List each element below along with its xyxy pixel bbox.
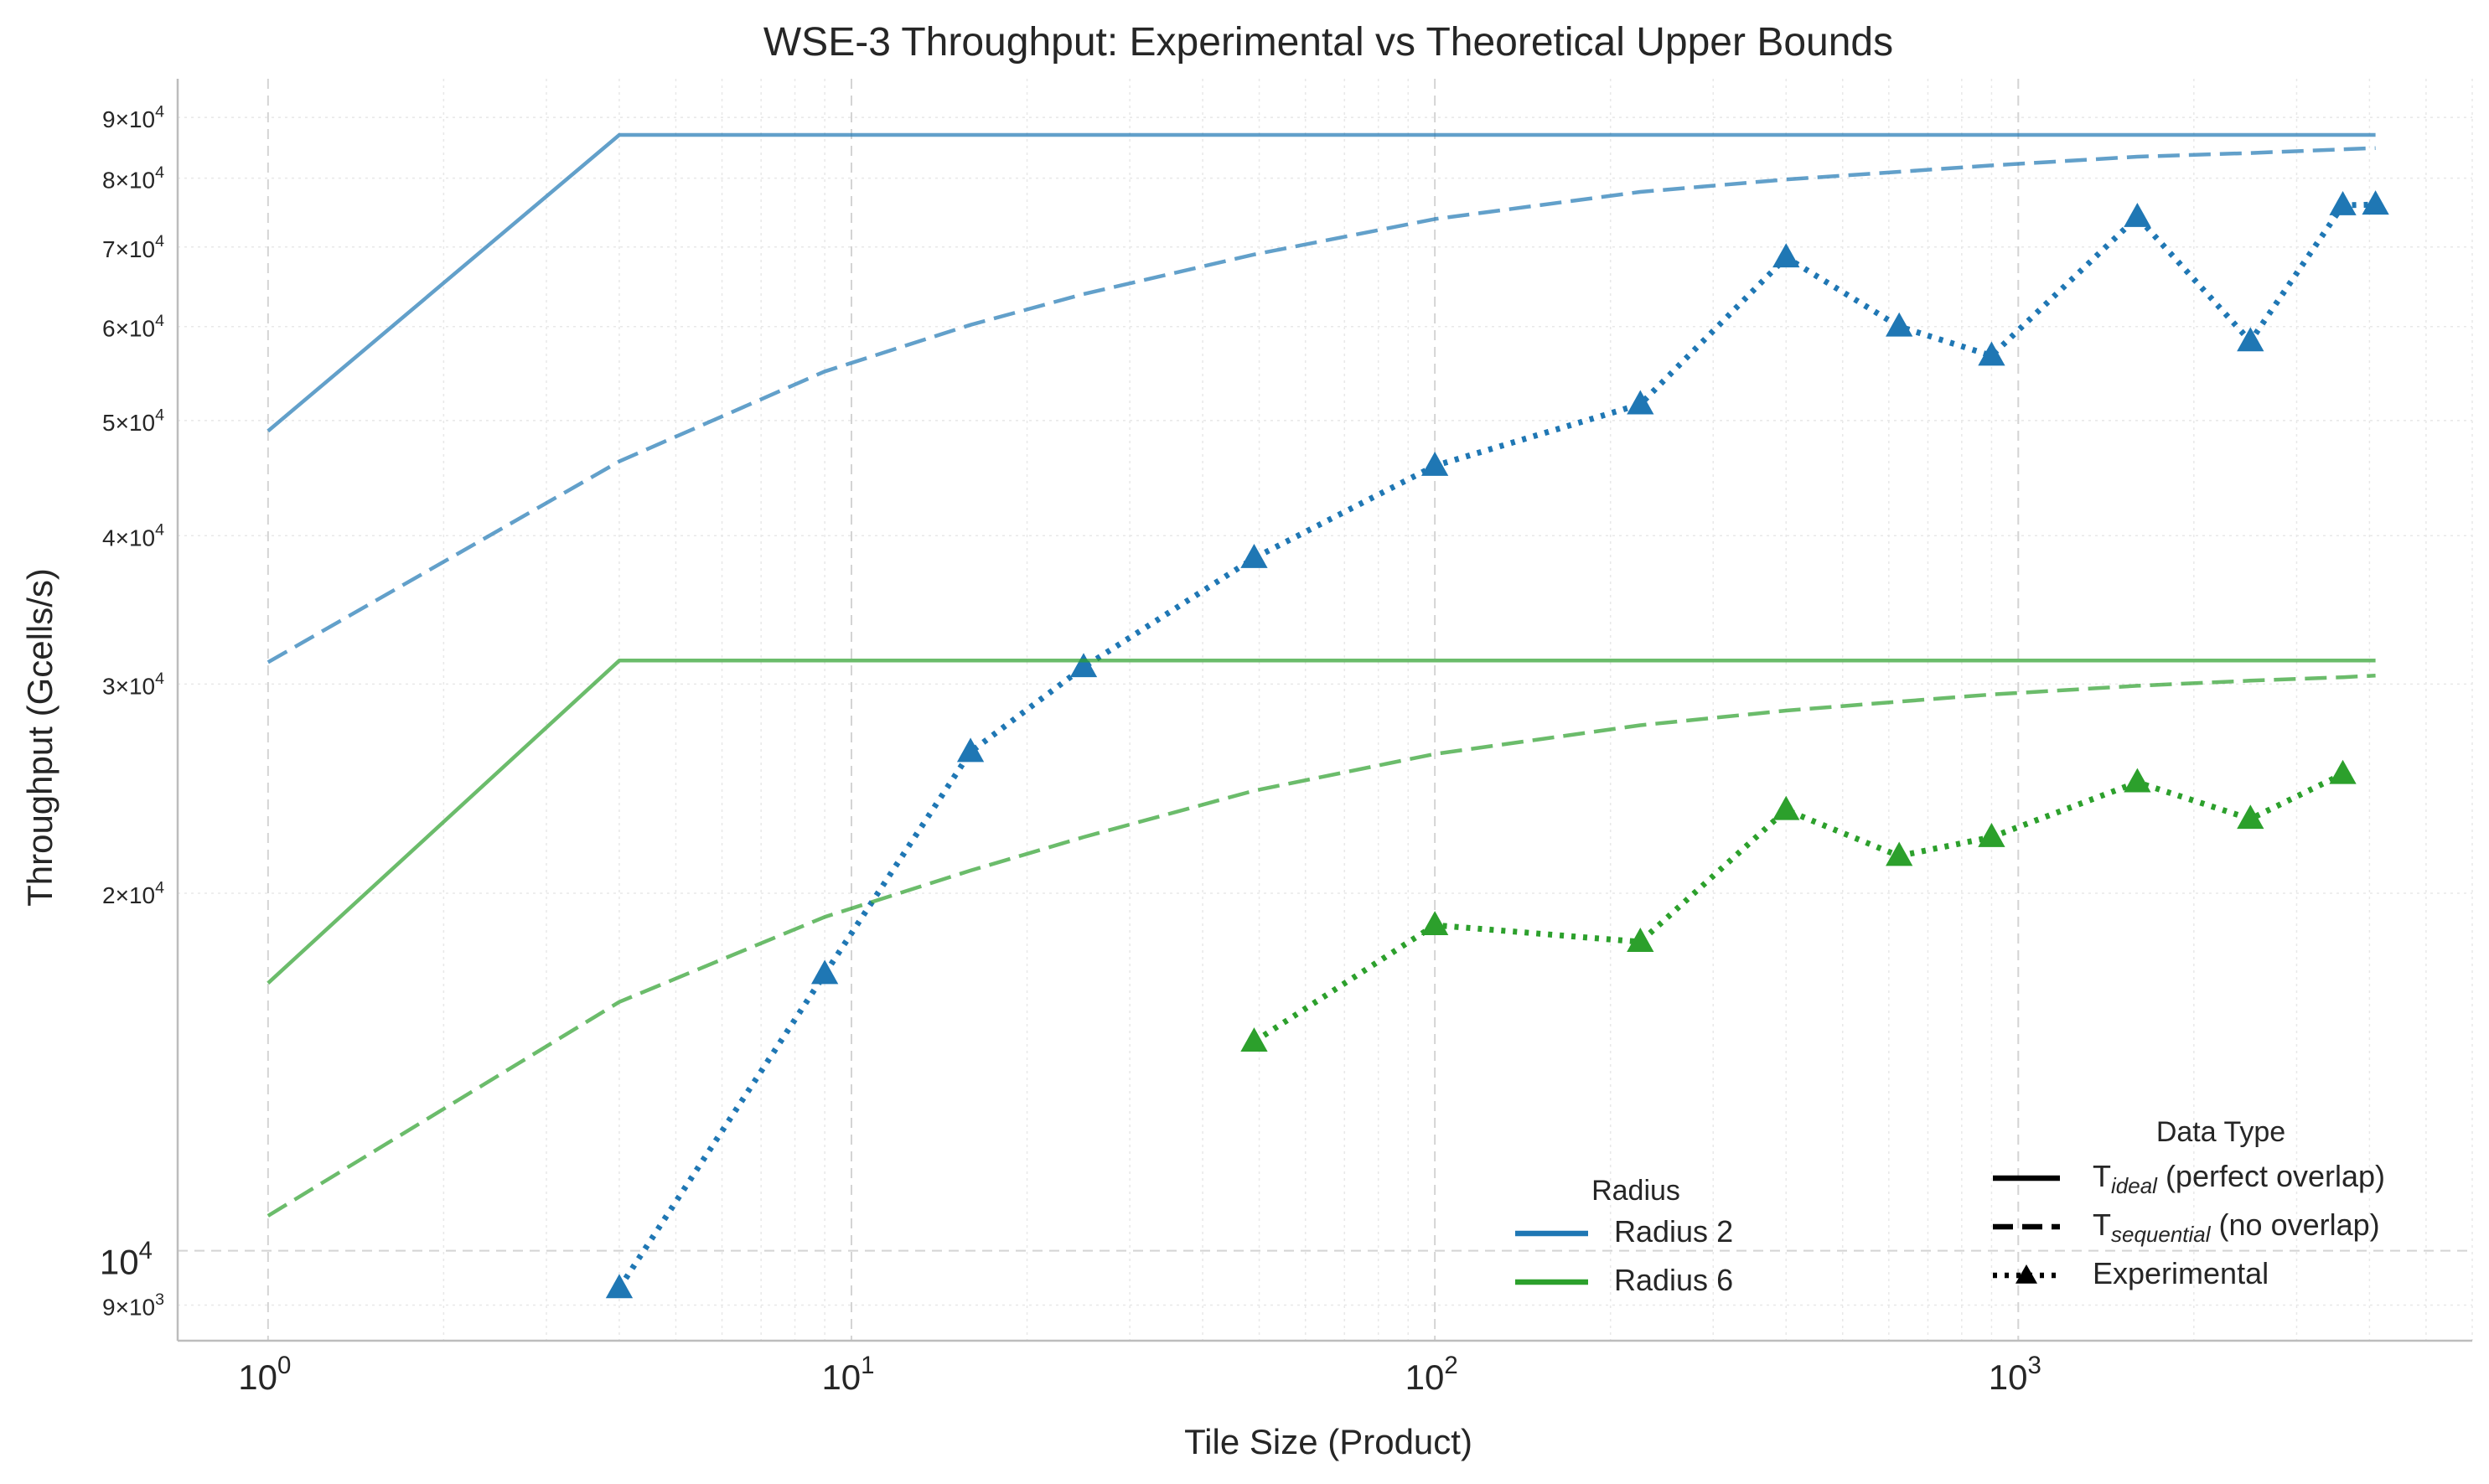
data-point-marker <box>810 959 839 985</box>
x-tick-label: 100 <box>238 1352 291 1397</box>
data-point-marker <box>1886 312 1913 337</box>
legend-label: Tsequential (no overlap) <box>2093 1207 2380 1247</box>
series-line <box>266 146 2376 664</box>
data-point-marker <box>1240 1027 1268 1052</box>
y-tick-label: 8×104 <box>102 163 164 194</box>
data-point-marker <box>2237 804 2264 830</box>
data-point-marker <box>1886 841 1913 866</box>
x-tick-label: 102 <box>1405 1352 1458 1397</box>
data-point-marker <box>1627 928 1654 952</box>
y-tick-label: 6×104 <box>102 312 164 342</box>
series-line <box>617 201 2376 1290</box>
y-tick-label: 104 <box>100 1237 153 1282</box>
data-point-marker <box>2362 190 2389 215</box>
y-axis-ticks: 104 9×103 2×104 3×104 4×104 5×104 6×104 7×104 8×… <box>100 103 164 1321</box>
data-point-marker <box>1420 451 1449 476</box>
series-line <box>266 659 2376 985</box>
series-radius-6-sequential <box>266 673 2376 1218</box>
x-axis-label: Tile Size (Product) <box>1184 1422 1472 1461</box>
y-tick-label: 9×103 <box>102 1290 164 1321</box>
series-radius-6-experimental <box>1240 759 2357 1052</box>
legend-title: Radius <box>1591 1175 1680 1207</box>
data-point-marker <box>1772 243 1800 268</box>
x-tick-label: 103 <box>1989 1352 2041 1397</box>
series-radius-6-ideal <box>266 659 2376 985</box>
series-line <box>266 132 2376 433</box>
y-tick-label: 3×104 <box>102 670 164 700</box>
data-point-marker <box>1420 911 1449 935</box>
axes <box>176 79 2472 1342</box>
data-point-marker <box>605 1274 634 1299</box>
data-point-marker <box>1978 341 2005 366</box>
x-axis-ticks: 100 101 102 103 <box>238 1352 2041 1397</box>
legend-label: Radius 6 <box>1614 1263 1733 1297</box>
data-point-marker <box>2124 202 2151 227</box>
series-line <box>266 673 2376 1218</box>
series-radius-2-sequential <box>266 146 2376 664</box>
series-radius-2-experimental <box>605 190 2389 1299</box>
y-tick-label: 5×104 <box>102 406 164 436</box>
legend-label: Tideal (perfect overlap) <box>2093 1159 2385 1198</box>
grid <box>178 79 2473 1341</box>
data-point-marker <box>1069 653 1098 678</box>
y-tick-label: 9×104 <box>102 103 164 133</box>
legend-data-type: Data Type Tideal (perfect overlap) Tsequen… <box>1993 1116 2385 1290</box>
y-tick-label: 7×104 <box>102 232 164 262</box>
data-point-marker <box>1627 390 1654 415</box>
chart-title: WSE-3 Throughput: Experimental vs Theore… <box>763 20 1893 65</box>
y-tick-label: 4×104 <box>102 521 164 551</box>
y-tick-label: 2×104 <box>102 878 164 908</box>
series-line <box>1252 771 2345 1045</box>
data-point-marker <box>1240 544 1268 568</box>
series-radius-2-ideal <box>266 132 2376 433</box>
data-point-marker <box>956 737 985 763</box>
y-axis-label: Throughput (Gcells/s) <box>20 568 60 907</box>
legend-radius: Radius Radius 2 Radius 6 <box>1515 1175 1733 1297</box>
legend-label: Radius 2 <box>1614 1214 1733 1249</box>
data-point-marker <box>1772 795 1800 820</box>
legend-marker <box>2016 1264 2037 1284</box>
data-point-marker <box>2237 327 2264 352</box>
x-tick-label: 101 <box>821 1352 874 1397</box>
data-point-marker <box>2124 768 2151 793</box>
series-layer <box>266 132 2389 1299</box>
legend-title: Data Type <box>2156 1116 2285 1148</box>
data-point-marker <box>2329 759 2357 784</box>
data-point-marker <box>1978 822 2005 847</box>
legend-label: Experimental <box>2093 1256 2269 1290</box>
data-point-marker <box>2329 190 2357 215</box>
